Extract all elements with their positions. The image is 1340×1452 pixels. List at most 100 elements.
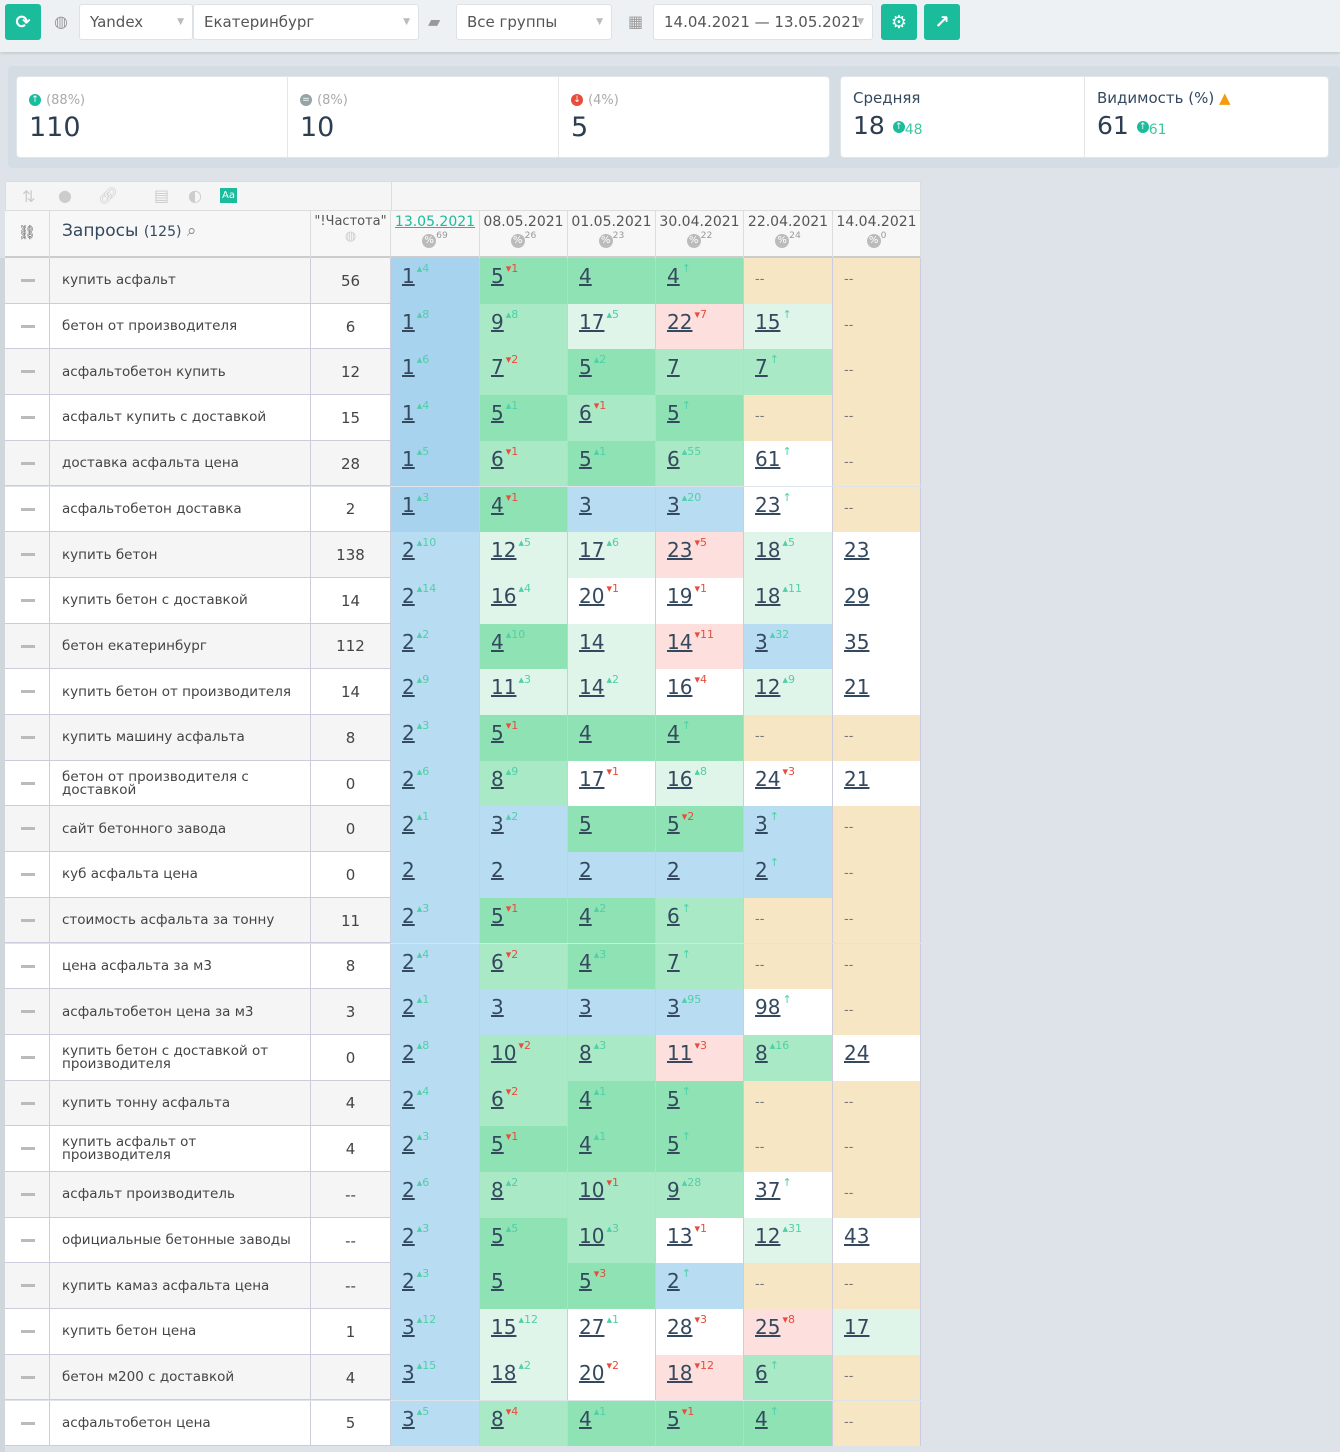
position-cell[interactable]: 2 ↑ xyxy=(744,852,833,898)
position-cell[interactable]: 8 ▴2 xyxy=(480,1172,568,1218)
position-link[interactable]: 1 xyxy=(402,309,415,334)
query-text[interactable]: асфальт производитель xyxy=(50,1172,311,1218)
position-link[interactable]: 17 xyxy=(579,766,605,791)
position-link[interactable]: 14 xyxy=(667,629,693,654)
position-cell[interactable]: 2 ▴3 xyxy=(391,715,480,761)
position-cell[interactable]: 5 ▾1 xyxy=(480,715,568,761)
position-link[interactable]: 5 xyxy=(491,721,504,745)
position-cell[interactable]: -- xyxy=(833,440,921,487)
position-link[interactable]: 12 xyxy=(491,538,517,563)
position-cell[interactable]: 2 ▴3 xyxy=(391,897,480,944)
position-link[interactable]: 4 xyxy=(579,1406,592,1431)
position-cell[interactable]: 6 ▾1 xyxy=(480,440,568,487)
row-toggle[interactable] xyxy=(5,1080,50,1127)
date-column-header[interactable]: 13.05.2021% 69 xyxy=(391,211,480,258)
position-link[interactable]: 2 xyxy=(402,1223,415,1248)
position-cell[interactable]: -- xyxy=(833,806,921,853)
position-cell[interactable]: -- xyxy=(833,715,921,761)
date-column-header[interactable]: 01.05.2021% 23 xyxy=(568,211,656,258)
position-link[interactable]: 2 xyxy=(402,858,415,883)
position-link[interactable]: 11 xyxy=(667,1040,693,1065)
position-link[interactable]: 6 xyxy=(755,1360,768,1385)
position-cell[interactable]: 3 ▴32 xyxy=(744,623,833,670)
date-range-select[interactable]: 14.04.2021 — 13.05.2021 ▼ xyxy=(653,4,873,40)
query-text[interactable]: купить тонну асфальта xyxy=(50,1080,311,1127)
position-cell[interactable]: 1 ▴8 xyxy=(391,303,480,350)
position-cell[interactable]: 20 ▾1 xyxy=(568,577,656,624)
position-link[interactable]: 17 xyxy=(579,538,605,563)
position-cell[interactable]: 8 ▴9 xyxy=(480,760,568,807)
position-link[interactable]: 2 xyxy=(402,1132,415,1157)
position-cell[interactable]: 4 ▴10 xyxy=(480,623,568,670)
query-text[interactable]: официальные бетонные заводы xyxy=(50,1217,311,1264)
date-column-header[interactable]: 22.04.2021% 24 xyxy=(744,211,833,258)
position-cell[interactable]: 10 ▴3 xyxy=(568,1217,656,1264)
position-link[interactable]: 35 xyxy=(844,629,870,654)
query-text[interactable]: асфальтобетон цена xyxy=(50,1400,311,1447)
position-link[interactable]: 8 xyxy=(491,1406,504,1431)
position-link[interactable]: 7 xyxy=(491,355,504,380)
row-toggle[interactable] xyxy=(5,1126,50,1172)
position-cell[interactable]: 17 ▴6 xyxy=(568,532,656,578)
date-label[interactable]: 14.04.2021 xyxy=(836,214,917,230)
position-cell[interactable]: 2 ↑ xyxy=(656,1263,744,1310)
row-toggle[interactable] xyxy=(5,532,50,578)
position-link[interactable]: 23 xyxy=(667,538,693,563)
position-cell[interactable]: 5 xyxy=(480,1263,568,1310)
position-cell[interactable]: 8 ▴3 xyxy=(568,1034,656,1081)
position-link[interactable]: 2 xyxy=(402,903,415,928)
query-text[interactable]: купить машину асфальта xyxy=(50,715,311,761)
toggle-icon[interactable]: ● xyxy=(58,186,72,205)
position-link[interactable]: 6 xyxy=(491,446,504,471)
position-cell[interactable]: 27 ▴1 xyxy=(568,1309,656,1355)
position-link[interactable]: 7 xyxy=(755,355,768,380)
position-link[interactable]: 6 xyxy=(491,949,504,974)
position-link[interactable]: 4 xyxy=(579,264,592,288)
position-cell[interactable]: 1 ▴6 xyxy=(391,349,480,396)
group-select[interactable]: Все группы ▼ xyxy=(456,4,612,40)
position-cell[interactable]: 15 ↑ xyxy=(744,303,833,350)
position-cell[interactable]: 5 ▾1 xyxy=(480,1126,568,1172)
position-cell[interactable]: 14 xyxy=(568,623,656,670)
query-text[interactable]: бетон от производителя xyxy=(50,303,311,350)
row-toggle[interactable] xyxy=(5,1034,50,1081)
query-text[interactable]: купить бетон от производителя xyxy=(50,669,311,715)
position-cell[interactable]: 16 ▾4 xyxy=(656,669,744,715)
position-link[interactable]: 10 xyxy=(491,1040,517,1065)
position-link[interactable]: 28 xyxy=(667,1315,693,1340)
position-cell[interactable]: 18 ▾12 xyxy=(656,1354,744,1401)
position-cell[interactable]: 2 ▴4 xyxy=(391,1080,480,1127)
position-cell[interactable]: -- xyxy=(744,897,833,944)
position-cell[interactable]: 17 xyxy=(833,1309,921,1355)
position-link[interactable]: 13 xyxy=(667,1223,693,1248)
position-link[interactable]: 5 xyxy=(491,903,504,928)
position-cell[interactable]: 5 ▾3 xyxy=(568,1263,656,1310)
position-cell[interactable]: 3 xyxy=(480,989,568,1035)
position-link[interactable]: 5 xyxy=(579,355,592,380)
position-link[interactable]: 17 xyxy=(844,1315,870,1340)
query-text[interactable]: купить асфальт xyxy=(50,258,311,304)
query-text[interactable]: бетон екатеринбург xyxy=(50,623,311,670)
position-cell[interactable]: 8 ▴16 xyxy=(744,1034,833,1081)
position-link[interactable]: 29 xyxy=(844,583,870,608)
position-link[interactable]: 2 xyxy=(402,1086,415,1111)
date-label[interactable]: 13.05.2021 xyxy=(394,214,476,230)
position-cell[interactable]: 3 ▴2 xyxy=(480,806,568,853)
position-link[interactable]: 5 xyxy=(491,1132,504,1157)
position-cell[interactable]: 2 ▴2 xyxy=(391,623,480,670)
row-toggle[interactable] xyxy=(5,897,50,944)
query-text[interactable]: асфальтобетон купить xyxy=(50,349,311,396)
position-link[interactable]: 2 xyxy=(491,858,504,883)
position-link[interactable]: 27 xyxy=(579,1315,605,1340)
position-cell[interactable]: -- xyxy=(833,943,921,990)
position-link[interactable]: 3 xyxy=(402,1406,415,1431)
position-cell[interactable]: 6 ↑ xyxy=(744,1354,833,1401)
date-label[interactable]: 22.04.2021 xyxy=(747,214,829,230)
refresh-button[interactable]: ⟳ xyxy=(5,4,41,40)
columns-icon[interactable]: ▤ xyxy=(154,186,170,205)
position-cell[interactable]: 4 ↑ xyxy=(656,258,744,304)
position-link[interactable]: 5 xyxy=(579,1269,592,1294)
position-link[interactable]: 3 xyxy=(667,492,680,517)
position-cell[interactable]: -- xyxy=(833,1354,921,1401)
position-link[interactable]: 3 xyxy=(755,812,768,837)
